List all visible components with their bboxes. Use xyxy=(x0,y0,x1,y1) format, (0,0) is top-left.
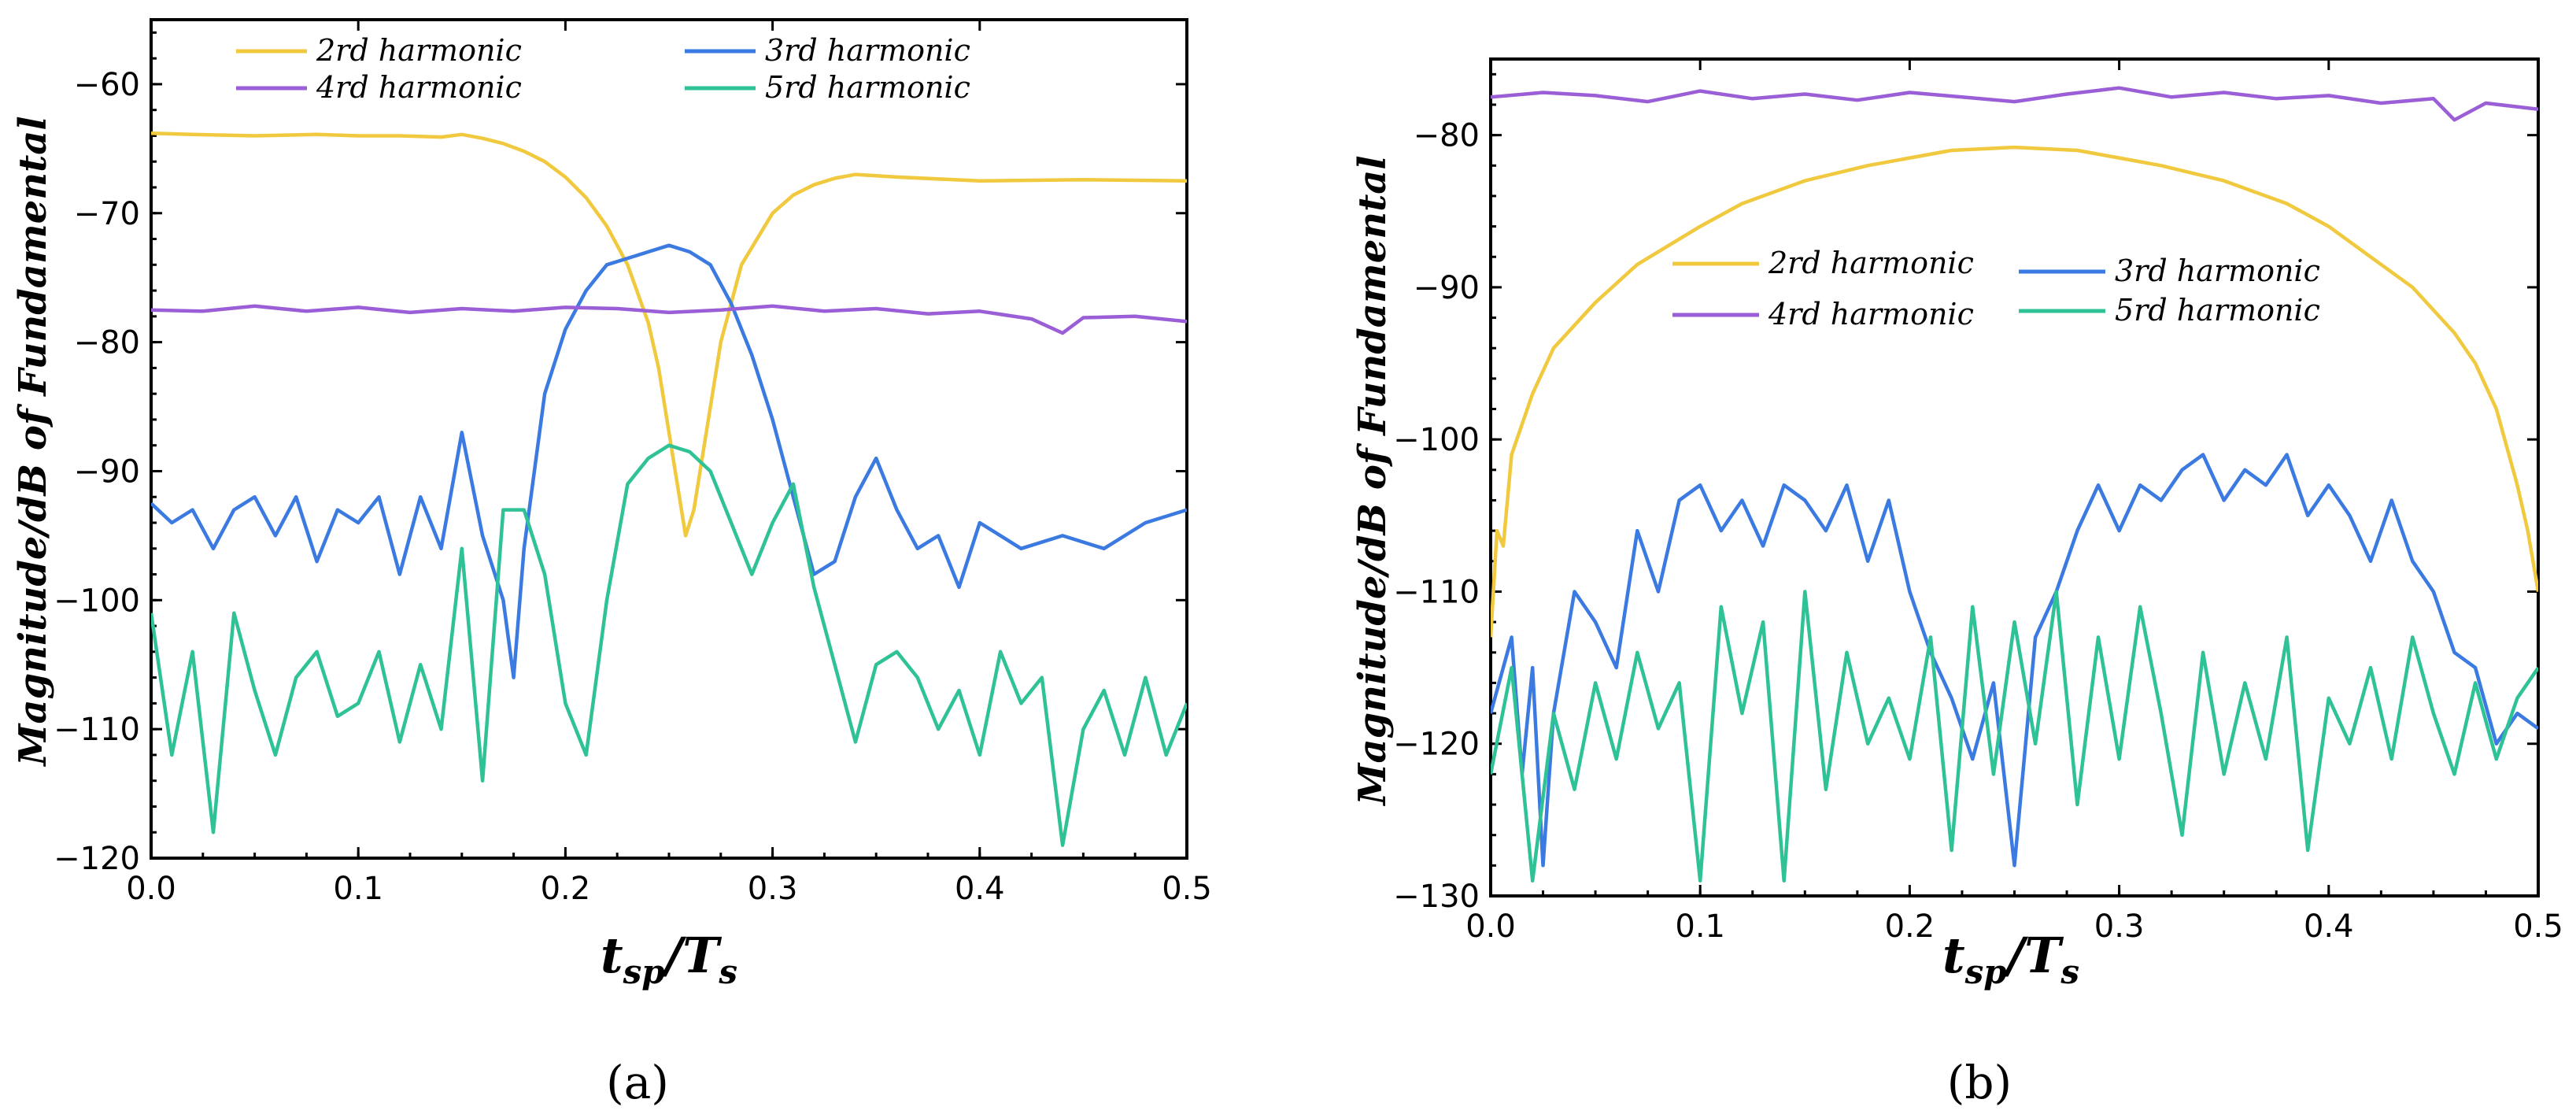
series-a xyxy=(151,131,1187,847)
y-tick-label: −100 xyxy=(1393,422,1480,458)
y-tick-label: −130 xyxy=(1393,879,1480,915)
series-line-h3 xyxy=(1491,453,2538,868)
y-tick-label: −120 xyxy=(1393,727,1480,763)
panel-label-a: (a) xyxy=(606,1056,669,1109)
x-tick-label: 0.4 xyxy=(955,871,1005,907)
series-line-h5 xyxy=(151,443,1187,847)
legend-label-h4: 4rd harmonic xyxy=(1768,297,1974,331)
y-tick-label: −60 xyxy=(74,67,140,103)
x-tick-label: 0.1 xyxy=(1675,909,1725,945)
y-tick-label: −110 xyxy=(1393,574,1480,610)
panel-b: 0.0 0.1 0.2 0.3 0.4 0.5 −80 −90 −100 −110 −120 −130… xyxy=(1351,57,2563,1109)
y-tick-label: −110 xyxy=(54,712,140,748)
legend-label-h3: 3rd harmonic xyxy=(2115,254,2320,288)
y-tick-label: −100 xyxy=(54,583,140,619)
x-tick-label: 0.5 xyxy=(1162,871,1212,907)
legend-label-h3: 3rd harmonic xyxy=(765,33,970,68)
ticks-a: 0.0 0.1 0.2 0.3 0.4 0.5 −60 −70 −80 −90 −100 −110 −1… xyxy=(54,20,1212,907)
legend-a: 2rd harmonic 3rd harmonic 4rd harmonic 5rd … xyxy=(236,33,970,105)
x-tick-label: 0.4 xyxy=(2304,909,2354,945)
series-line-h2 xyxy=(1491,145,2538,638)
y-axis-label-b: Magnitude/dB of Fundamental xyxy=(1351,155,1395,806)
y-tick-label: −80 xyxy=(74,325,140,361)
x-tick-label: 0.2 xyxy=(1885,909,1935,945)
series-line-h2 xyxy=(151,131,1187,538)
series-line-h4 xyxy=(151,304,1187,335)
legend-b: 2rd harmonic 3rd harmonic 4rd harmonic 5rd … xyxy=(1672,246,2320,331)
series-line-h3 xyxy=(151,243,1187,679)
x-tick-label: 0.3 xyxy=(748,871,798,907)
axes-frame-b xyxy=(1489,57,2540,897)
x-tick-label: 0.1 xyxy=(333,871,383,907)
ticks-b: 0.0 0.1 0.2 0.3 0.4 0.5 −80 −90 −100 −110 −120 −130 xyxy=(1393,59,2563,945)
legend-label-h2: 2rd harmonic xyxy=(1768,246,1974,280)
y-tick-label: −90 xyxy=(74,453,140,490)
x-tick-label: 0.3 xyxy=(2094,909,2145,945)
x-axis-label-a: tsp/Ts xyxy=(601,927,737,991)
series-b xyxy=(1491,86,2538,883)
y-tick-label: −120 xyxy=(54,841,140,877)
panel-a: 0.0 0.1 0.2 0.3 0.4 0.5 −60 −70 −80 −90 −100 −110 −1… xyxy=(11,18,1212,1109)
y-tick-label: −80 xyxy=(1414,118,1480,154)
series-line-h5 xyxy=(1491,590,2538,883)
x-tick-label: 0.2 xyxy=(541,871,591,907)
y-tick-label: −90 xyxy=(1414,270,1480,306)
panel-label-b: (b) xyxy=(1947,1056,2012,1109)
legend-label-h5: 5rd harmonic xyxy=(2115,293,2320,328)
legend-label-h5: 5rd harmonic xyxy=(765,70,970,105)
x-tick-label: 0.0 xyxy=(126,871,176,907)
legend-label-h2: 2rd harmonic xyxy=(316,33,522,68)
x-tick-label: 0.5 xyxy=(2513,909,2563,945)
y-tick-label: −70 xyxy=(74,196,140,232)
x-tick-label: 0.0 xyxy=(1465,909,1516,945)
legend-label-h4: 4rd harmonic xyxy=(316,70,522,105)
y-axis-label-a: Magnitude/dB of Fundamental xyxy=(11,116,55,767)
x-axis-label-b: tsp/Ts xyxy=(1942,927,2079,991)
series-line-h4 xyxy=(1491,86,2538,122)
